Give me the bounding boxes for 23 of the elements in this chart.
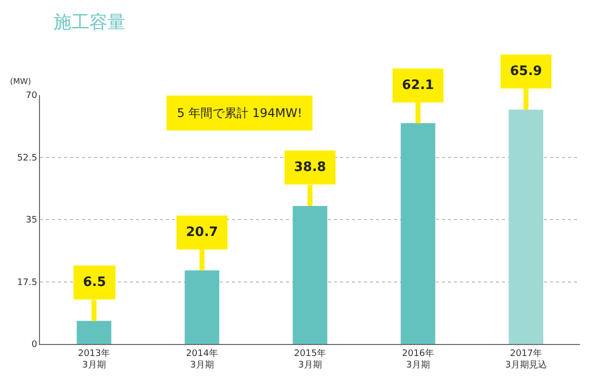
x-tick-label: 2013年 3月期 [78,348,110,370]
bar [400,123,436,344]
y-tick-label: 17.5 [17,278,38,288]
bar [292,206,328,344]
bar [184,270,220,344]
bar [508,110,544,344]
x-tick-label: 2016年 3月期 [402,348,434,370]
y-tick-label: 70 [26,91,38,102]
data-label: 65.9 [510,64,542,79]
annotation: 5 年間で累計 194MW! [177,106,302,120]
chart-title: 施工容量 [53,12,126,34]
data-label: 6.5 [83,275,106,290]
y-tick-label: 52.5 [17,153,38,164]
y-tick-label: 35 [26,216,38,226]
x-tick-label: 2014年 3月期 [186,348,218,370]
data-label: 20.7 [186,225,218,240]
x-tick-label: 2015年 3月期 [294,348,326,370]
data-label: 38.8 [294,160,326,175]
bar [76,320,112,344]
y-tick-label: 0 [31,340,38,350]
x-tick-label: 2017年 3月期見込 [505,348,547,370]
data-label: 62.1 [402,78,434,93]
y-axis-title: (MW) [10,77,32,86]
